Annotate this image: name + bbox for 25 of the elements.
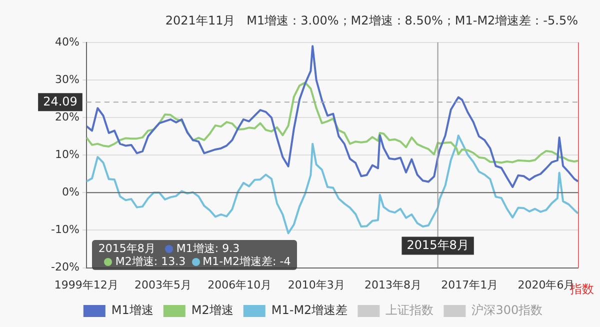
- y-tick-label: 40%: [54, 35, 80, 48]
- x-tick-label: 1999年12月: [54, 278, 118, 292]
- annotation: M1-M2增速差: -4: [202, 254, 291, 268]
- ref-line-label: 2015年8月: [406, 238, 469, 252]
- legend-label: M1增速: [111, 303, 154, 318]
- x-tick-label: 2010年3月: [288, 278, 345, 292]
- y-tick-label: -10%: [50, 223, 80, 236]
- annotation: 2015年8月: [98, 242, 156, 255]
- y-tick-label: 30%: [54, 72, 80, 86]
- ref-line-label: 24.09: [43, 94, 78, 108]
- x-tick-label: 2017年1月: [441, 278, 498, 292]
- annotation: M1增速: 9.3: [176, 242, 240, 255]
- annotation: M2增速: 13.3: [115, 254, 186, 268]
- y-tick-label: -20%: [50, 260, 80, 274]
- x-tick-label: 2013年8月: [364, 278, 422, 292]
- x-tick-label: 2006年10月: [208, 278, 272, 292]
- y-tick-label: 20%: [54, 110, 80, 124]
- legend-label: 沪深300指数: [472, 303, 543, 318]
- legend-label: 上证指数: [386, 303, 434, 318]
- legend-label: M1-M2增速差: [271, 303, 348, 318]
- x-tick-label: 2003年5月: [134, 278, 192, 292]
- chart-title: 2021年11月 M1增速：3.00%；M2增速：8.50%；M1-M2增速差：-5.5%: [165, 13, 578, 28]
- y-tick-label: 0%: [62, 186, 80, 199]
- legend-label: M2增速: [191, 303, 234, 318]
- y-tick-label: 10%: [54, 148, 80, 161]
